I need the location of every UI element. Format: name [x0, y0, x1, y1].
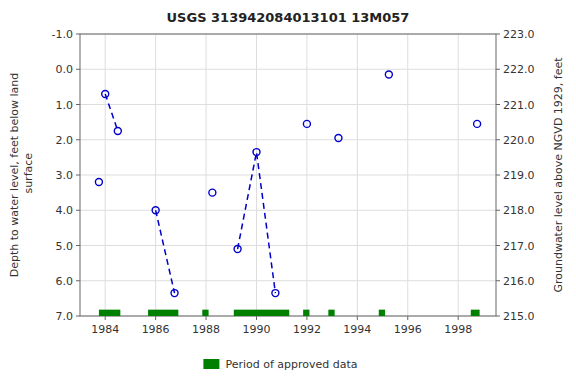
- y2-tick: [496, 316, 500, 317]
- grid-line-y: [80, 69, 496, 70]
- y-tick: [76, 139, 80, 140]
- y-tick: [76, 69, 80, 70]
- y-tick: [76, 104, 80, 105]
- x-tick: [105, 316, 106, 320]
- point: [152, 207, 159, 214]
- y-tick: [76, 245, 80, 246]
- point: [385, 71, 392, 78]
- y-tick-label: 6.0: [56, 275, 74, 288]
- x-tick: [458, 316, 459, 320]
- x-tick-label: 1994: [343, 323, 371, 336]
- grid: [80, 34, 496, 316]
- y2-tick: [496, 104, 500, 105]
- y-axis-label: Depth to water level, feet below land: [8, 73, 21, 278]
- x-tick: [357, 316, 358, 320]
- x-tick-label: 1998: [444, 323, 472, 336]
- approved-period: [328, 310, 334, 316]
- x-tick: [407, 316, 408, 320]
- y2-axis-label: Groundwater level above NGVD 1929, feet: [552, 57, 565, 293]
- point: [209, 189, 216, 196]
- y-tick: [76, 210, 80, 211]
- grid-line-y: [80, 245, 496, 246]
- legend-label: Period of approved data: [225, 358, 357, 371]
- x-tick: [306, 316, 307, 320]
- y-tick-label: 7.0: [56, 310, 74, 323]
- x-tick-label: 1988: [192, 323, 220, 336]
- grid-line-y: [80, 104, 496, 105]
- y2-tick: [496, 210, 500, 211]
- y-tick-label: -1.0: [52, 28, 73, 41]
- y2-tick-label: 220.0: [503, 134, 535, 147]
- y-tick-label: 5.0: [56, 240, 74, 253]
- x-tick-label: 1984: [91, 323, 119, 336]
- x-tick: [155, 316, 156, 320]
- legend-swatch: [203, 359, 219, 369]
- x-tick-label: 1996: [394, 323, 422, 336]
- y-tick: [76, 175, 80, 176]
- y2-tick-label: 219.0: [503, 169, 535, 182]
- y2-tick-label: 223.0: [503, 28, 535, 41]
- chart: 1984 1986 1988 1990 1992 1994 1996 1998 -1.0 0.0 1…: [0, 0, 576, 384]
- point: [253, 149, 260, 156]
- y-tick: [76, 280, 80, 281]
- title: USGS 313942084013101 13M057: [167, 10, 410, 25]
- data: [95, 71, 480, 316]
- point: [474, 120, 481, 127]
- y-axis-label: surface: [22, 153, 35, 197]
- y2-tick-label: 221.0: [503, 99, 535, 112]
- grid-line-y: [80, 139, 496, 140]
- approved-period: [234, 310, 289, 316]
- y2-tick-label: 217.0: [503, 240, 535, 253]
- point: [102, 90, 109, 97]
- point: [234, 246, 241, 253]
- grid-line-y: [80, 280, 496, 281]
- y2-tick: [496, 280, 500, 281]
- point: [95, 179, 102, 186]
- approved-period: [148, 310, 178, 316]
- approved-period: [303, 310, 309, 316]
- y-tick-label: 2.0: [56, 134, 74, 147]
- y2-tick-label: 215.0: [503, 310, 535, 323]
- y2-tick: [496, 245, 500, 246]
- x-tick-label: 1992: [293, 323, 321, 336]
- y-tick: [76, 316, 80, 317]
- y-tick-label: 1.0: [56, 99, 74, 112]
- point: [272, 290, 279, 297]
- point: [303, 120, 310, 127]
- legend: Period of approved data: [203, 358, 357, 371]
- y2-tick: [496, 175, 500, 176]
- x-tick: [206, 316, 207, 320]
- x-tick-label: 1990: [242, 323, 270, 336]
- approved-period: [471, 310, 480, 316]
- y2-tick-label: 222.0: [503, 63, 535, 76]
- y-tick-label: 3.0: [56, 169, 74, 182]
- axes: 1984 1986 1988 1990 1992 1994 1996 1998 -1.0 0.0 1…: [52, 28, 535, 336]
- point: [171, 290, 178, 297]
- y2-tick-label: 218.0: [503, 204, 535, 217]
- line: [105, 94, 275, 293]
- y2-tick: [496, 69, 500, 70]
- y-tick-label: 0.0: [56, 63, 74, 76]
- approved-period: [379, 310, 385, 316]
- x-tick-label: 1986: [142, 323, 170, 336]
- approved-period: [202, 310, 208, 316]
- y2-tick-label: 216.0: [503, 275, 535, 288]
- x-tick: [256, 316, 257, 320]
- grid-line-y: [80, 210, 496, 211]
- point: [114, 127, 121, 134]
- y2-tick: [496, 34, 500, 35]
- y-tick: [76, 34, 80, 35]
- approved-period: [99, 310, 120, 316]
- y-tick-label: 4.0: [56, 204, 74, 217]
- grid-line-y: [80, 175, 496, 176]
- plot-frame: [80, 34, 496, 316]
- point: [335, 134, 342, 141]
- background: [0, 0, 576, 384]
- y2-tick: [496, 139, 500, 140]
